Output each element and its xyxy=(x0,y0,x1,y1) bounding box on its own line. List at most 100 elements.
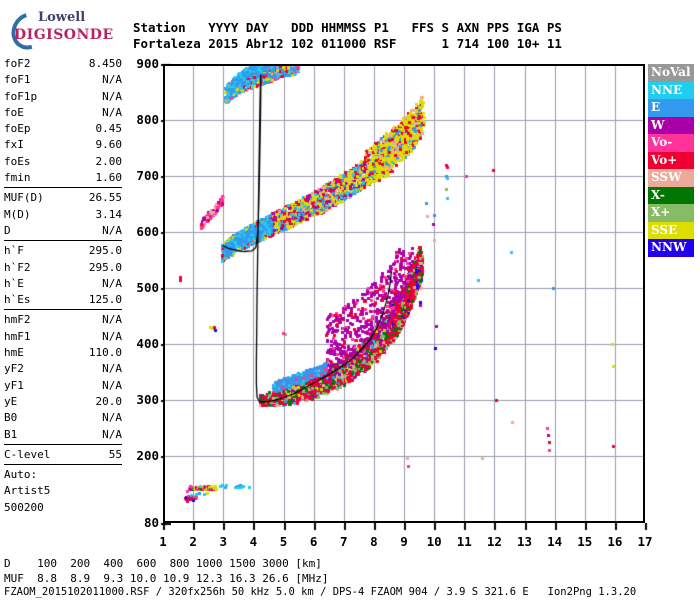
parameter-value: N/A xyxy=(102,223,122,237)
parameter-row: h`Es 125.0 xyxy=(4,292,122,308)
parameter-row: foEp 0.45 xyxy=(4,121,122,137)
legend-item-ssw[interactable]: SSW xyxy=(648,169,694,187)
parameter-value: 110.0 xyxy=(88,346,122,360)
parameter-value: 26.55 xyxy=(88,191,122,205)
parameter-value: N/A xyxy=(102,276,122,290)
panel-note: 500200 xyxy=(4,500,44,514)
parameter-row: MUF(D) 26.55 xyxy=(4,190,122,206)
parameter-row: B1 N/A xyxy=(4,427,122,443)
autoscaled-trace-line xyxy=(163,64,645,523)
parameter-name: h`F xyxy=(4,244,24,258)
parameter-row: hmE 110.0 xyxy=(4,345,122,361)
x-axis-ticks xyxy=(0,523,700,533)
panel-divider xyxy=(4,309,122,311)
x-axis-tick-label: 6 xyxy=(309,534,318,549)
parameter-value: 2.00 xyxy=(95,154,123,168)
parameter-name: foF1p xyxy=(4,89,38,103)
legend-item-vo-[interactable]: Vo- xyxy=(648,134,694,152)
parameter-row: hmF1 N/A xyxy=(4,329,122,345)
parameter-name: fxI xyxy=(4,138,24,152)
parameter-row: h`E N/A xyxy=(4,276,122,292)
parameter-value: N/A xyxy=(102,378,122,392)
station-header: Station YYYY DAY DDD HHMMSS P1 FFS S AXN… xyxy=(133,20,562,52)
color-legend: NoVal NNE E W Vo- Vo+ SSW X- X+ SSE NNW xyxy=(648,64,694,257)
parameter-value: 0.45 xyxy=(95,122,123,136)
ionospheric-parameters-panel: foF2 8.450 foF1 N/A foF1p N/A foE N/A foEp 0.45 fx… xyxy=(4,56,122,516)
x-axis-tick-label: 5 xyxy=(279,534,288,549)
y-axis-labels: 80200300400500600700800900 xyxy=(113,0,171,600)
file-info-footer: FZAOM_2015102011000.RSF / 320fx256h 50 k… xyxy=(4,586,637,598)
parameter-name: h`F2 xyxy=(4,260,31,274)
header-line-2: Fortaleza 2015 Abr12 102 011000 RSF 1 71… xyxy=(133,36,562,51)
parameter-row: B0 N/A xyxy=(4,410,122,426)
panel-note: Artist5 xyxy=(4,484,51,498)
y-axis-tick-label: 800 xyxy=(136,111,159,127)
legend-item-sse[interactable]: SSE xyxy=(648,221,694,239)
parameter-name: foE xyxy=(4,105,24,119)
y-axis-tick-label: 200 xyxy=(136,447,159,463)
parameter-row: foF1 N/A xyxy=(4,72,122,88)
parameter-row: fmin 1.60 xyxy=(4,170,122,186)
parameter-value: N/A xyxy=(102,329,122,343)
parameter-name: foEp xyxy=(4,122,31,136)
lowell-digisonde-logo: Lowell DIGISONDE xyxy=(4,6,118,56)
parameter-row: yE 20.0 xyxy=(4,394,122,410)
ionogram-plot[interactable] xyxy=(163,64,645,523)
muf-table-footer: D 100 200 400 600 800 1000 1500 3000 [km… xyxy=(4,556,329,586)
parameter-name: B1 xyxy=(4,427,18,441)
legend-item-nne[interactable]: NNE xyxy=(648,81,694,99)
parameter-name: foF2 xyxy=(4,57,31,70)
parameter-name: h`Es xyxy=(4,293,31,307)
parameter-value: 8.450 xyxy=(88,57,122,70)
x-axis-tick-label: 7 xyxy=(339,534,348,549)
parameter-name: B0 xyxy=(4,411,18,425)
parameter-name: D xyxy=(4,223,11,237)
legend-item-e[interactable]: E xyxy=(648,99,694,117)
x-axis-tick-label: 10 xyxy=(426,534,442,549)
parameter-name: yE xyxy=(4,394,18,408)
legend-item-nnw[interactable]: NNW xyxy=(648,239,694,257)
legend-item-x-[interactable]: X+ xyxy=(648,204,694,222)
x-axis-tick-label: 4 xyxy=(249,534,258,549)
parameter-row: fxI 9.60 xyxy=(4,137,122,153)
legend-item-w[interactable]: W xyxy=(648,116,694,134)
parameter-value: 125.0 xyxy=(88,293,122,307)
parameter-value: N/A xyxy=(102,313,122,327)
parameter-name: yF1 xyxy=(4,378,24,392)
parameter-value: N/A xyxy=(102,105,122,119)
parameter-name: foF1 xyxy=(4,73,31,87)
parameter-value: 9.60 xyxy=(95,138,123,152)
legend-item-noval[interactable]: NoVal xyxy=(648,64,694,82)
parameter-name: h`E xyxy=(4,276,24,290)
parameter-name: hmE xyxy=(4,346,24,360)
parameter-name: hmF2 xyxy=(4,313,31,327)
logo-lowell-text: Lowell xyxy=(38,10,86,25)
parameter-row: foE N/A xyxy=(4,105,122,121)
legend-item-x-[interactable]: X- xyxy=(648,186,694,204)
parameter-name: yF2 xyxy=(4,362,24,376)
y-axis-tick-label: 400 xyxy=(136,335,159,351)
parameter-value: 295.0 xyxy=(88,260,122,274)
legend-item-vo-[interactable]: Vo+ xyxy=(648,151,694,169)
y-axis-tick-label: 700 xyxy=(136,167,159,183)
parameter-value: 20.0 xyxy=(95,394,123,408)
parameter-row: D N/A xyxy=(4,223,122,239)
y-axis-tick-label: 600 xyxy=(136,223,159,239)
parameter-name: hmF1 xyxy=(4,329,31,343)
panel-divider xyxy=(4,187,122,189)
x-axis-labels: 1 2 3 4 5 6 7 8 9 10 11 12 13 14 15 16 17 xyxy=(0,523,700,549)
parameter-row: foEs 2.00 xyxy=(4,154,122,170)
parameter-value: N/A xyxy=(102,411,122,425)
footer-muf-line: MUF 8.8 8.9 9.3 10.0 10.9 12.3 16.3 26.6… xyxy=(4,572,329,585)
parameter-name: MUF(D) xyxy=(4,191,44,205)
parameter-value: N/A xyxy=(102,427,122,441)
parameter-name: C-level xyxy=(4,447,51,461)
x-axis-tick-label: 13 xyxy=(516,534,533,549)
parameter-value: 55 xyxy=(108,447,122,461)
parameter-row: yF2 N/A xyxy=(4,361,122,377)
x-axis-tick-label: 9 xyxy=(400,534,408,549)
parameter-row: C-level 55 xyxy=(4,447,122,463)
x-axis-tick-label: 12 xyxy=(486,534,502,549)
x-axis-tick-label: 15 xyxy=(577,534,593,549)
